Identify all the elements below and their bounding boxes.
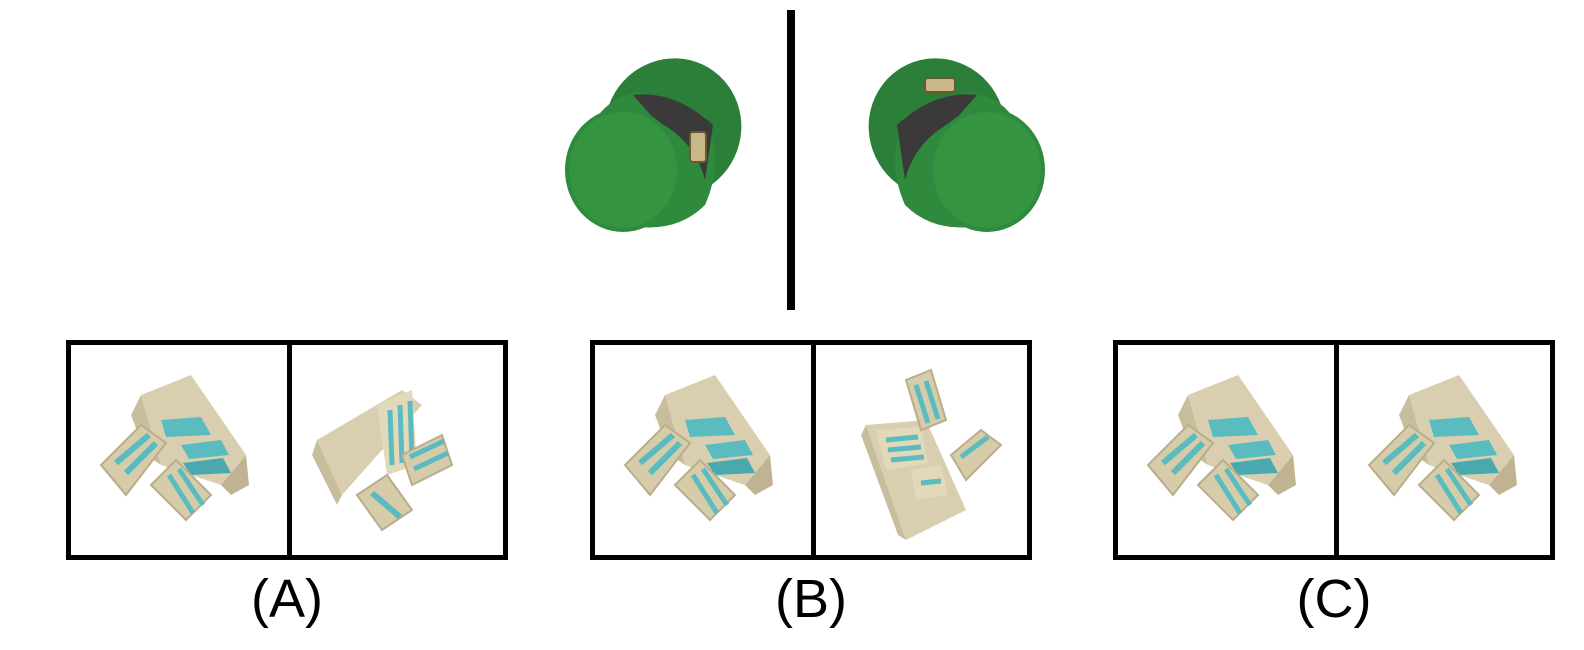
- reference-hat-left: [545, 40, 775, 250]
- reference-hat-right: [835, 40, 1065, 250]
- option-a-label[interactable]: (A): [251, 569, 323, 629]
- shelf-object-icon: [71, 345, 287, 555]
- option-c-left-panel: [1118, 345, 1334, 555]
- option-c-box[interactable]: [1113, 340, 1555, 560]
- option-b-divider: [811, 345, 816, 555]
- option-c-right-panel: [1339, 345, 1555, 555]
- option-c-label[interactable]: (C): [1296, 569, 1372, 629]
- reference-divider: [787, 10, 795, 310]
- shelf-object-icon: [1118, 345, 1334, 555]
- shelf-object-rotated-icon: [292, 345, 508, 555]
- option-a-divider: [287, 345, 292, 555]
- shelf-object-icon: [595, 345, 811, 555]
- option-b-label[interactable]: (B): [775, 569, 847, 629]
- shelf-object-rotated-icon: [816, 345, 1032, 555]
- option-a-left-panel: [71, 345, 287, 555]
- shelf-object-icon: [1339, 345, 1555, 555]
- green-top-hat-icon: [565, 58, 742, 232]
- option-a-right-panel: [292, 345, 508, 555]
- green-top-hat-mirrored-icon: [868, 58, 1045, 232]
- option-b-box[interactable]: [590, 340, 1032, 560]
- option-b-left-panel: [595, 345, 811, 555]
- option-c-divider: [1334, 345, 1339, 555]
- option-a-box[interactable]: [66, 340, 508, 560]
- option-b-right-panel: [816, 345, 1032, 555]
